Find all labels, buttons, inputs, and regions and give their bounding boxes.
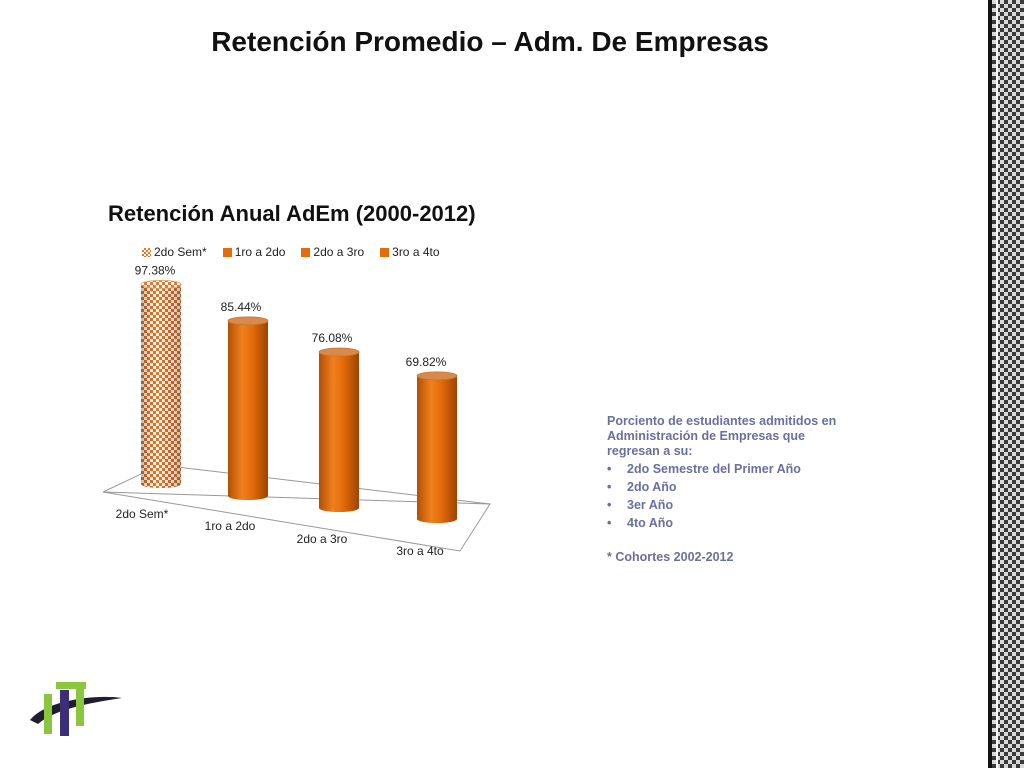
side-list-item: 2do Semestre del Primer Año	[607, 462, 837, 477]
x-tick-label: 3ro a 4to	[396, 544, 444, 558]
side-list-item: 2do Año	[607, 480, 837, 495]
chart-floor	[102, 491, 491, 552]
legend-label: 3ro a 4to	[392, 245, 440, 259]
side-description: Porciento de estudiantes admitidos en Ad…	[607, 414, 837, 565]
bar-top	[318, 347, 360, 357]
legend-entry: 1ro a 2do	[222, 245, 286, 259]
data-label: 76.08%	[312, 331, 353, 345]
side-list-item: 3er Año	[607, 498, 837, 513]
legend-entry: 3ro a 4to	[380, 245, 440, 259]
bar-top	[416, 371, 458, 381]
bar-body	[228, 320, 268, 500]
chart-title: Retención Anual AdEm (2000-2012)	[108, 201, 476, 226]
slide-title: Retención Promedio – Adm. De Empresas	[211, 26, 769, 57]
university-logo-icon	[30, 682, 122, 736]
bar-top	[227, 316, 269, 326]
legend-entry: 2do Sem*	[142, 245, 207, 259]
chart-bars: 97.38% 85.44% 76.08% 69.82%	[135, 263, 458, 523]
bar-shade	[141, 284, 181, 488]
legend-label: 2do a 3ro	[313, 245, 365, 259]
data-label: 69.82%	[406, 355, 447, 369]
side-note: * Cohortes 2002-2012	[607, 550, 734, 564]
bar	[416, 371, 458, 523]
decorative-strip-edge	[988, 0, 992, 768]
bar-body	[319, 352, 359, 512]
decorative-strip	[988, 0, 1024, 768]
chart-x-labels: 2do Sem* 1ro a 2do 2do a 3ro 3ro a 4to	[116, 507, 444, 558]
legend-label: 1ro a 2do	[234, 245, 286, 259]
x-tick-label: 2do a 3ro	[297, 532, 348, 546]
bar-top	[140, 279, 182, 289]
side-intro: Porciento de estudiantes admitidos en Ad…	[607, 414, 837, 458]
data-label: 85.44%	[221, 300, 262, 314]
side-list: 2do Semestre del Primer Año 2do Año 3er …	[607, 462, 837, 531]
bar	[227, 316, 269, 500]
legend-swatch-icon	[222, 247, 232, 257]
legend-label: 2do Sem*	[154, 245, 207, 259]
side-list-item: 4to Año	[607, 516, 837, 531]
chart-plot: 97.38% 85.44% 76.08% 69.82% 2do Sem* 1ro a 2…	[102, 263, 491, 558]
legend-swatch-icon	[380, 247, 390, 257]
x-tick-label: 1ro a 2do	[205, 519, 256, 533]
bar-body	[417, 375, 457, 523]
legend-swatch-icon	[142, 247, 151, 257]
x-tick-label: 2do Sem*	[116, 507, 169, 521]
legend-swatch-icon	[301, 247, 311, 257]
bar	[140, 279, 182, 488]
bar	[318, 347, 360, 512]
decorative-strip-edge	[996, 0, 998, 768]
legend-entry: 2do a 3ro	[301, 245, 364, 259]
data-label: 97.38%	[135, 263, 176, 277]
chart-legend: 2do Sem* 1ro a 2do 2do a 3ro 3ro a 4to	[142, 245, 440, 259]
